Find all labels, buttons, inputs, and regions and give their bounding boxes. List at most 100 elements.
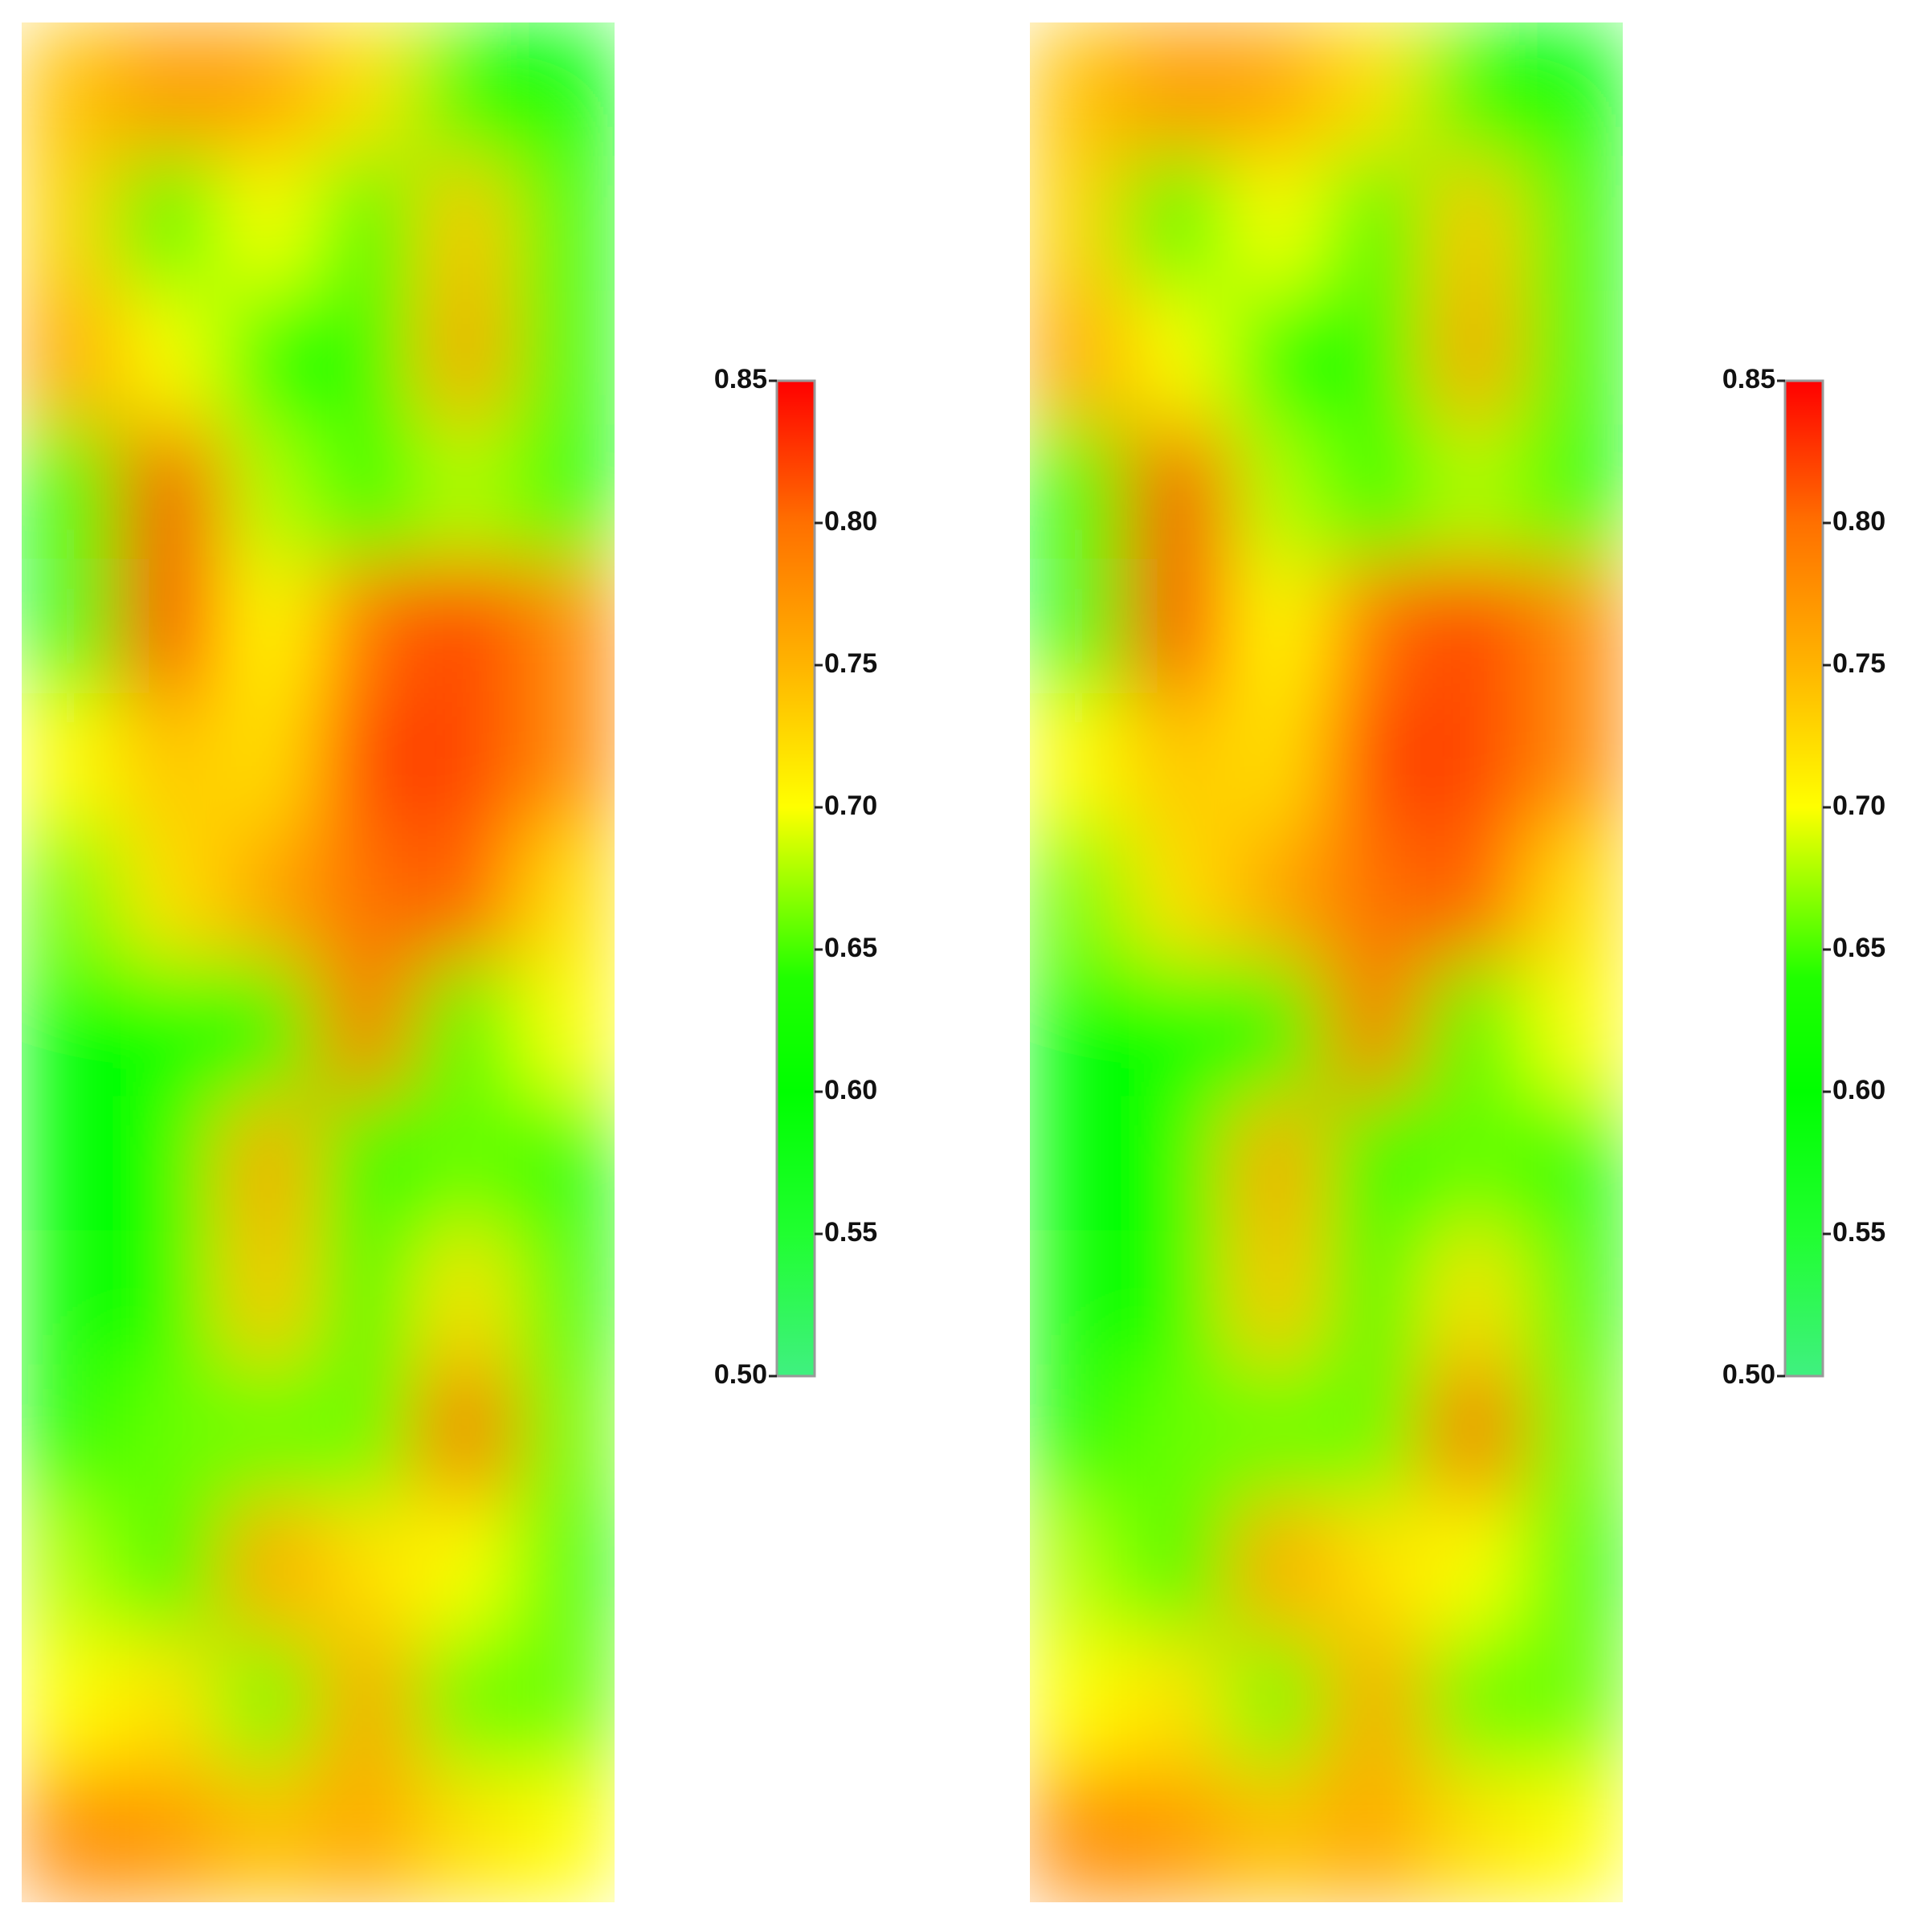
heat-cell [219, 424, 319, 561]
heat-cell [1227, 1767, 1327, 1902]
heat-cell [515, 424, 615, 561]
heat-cell [416, 1096, 517, 1232]
heat-cell [515, 962, 615, 1098]
colorbar-tick-label: 0.60 [1832, 1075, 1885, 1105]
heat-cell [1326, 1230, 1426, 1366]
heat-cell [1030, 1632, 1130, 1769]
heat-cell [22, 1364, 121, 1501]
heat-cell [22, 156, 121, 292]
heat-cell [120, 1632, 220, 1769]
colorbar-tick-label: 0.50 [714, 1359, 767, 1390]
heat-cell [1128, 1767, 1228, 1902]
heat-cell [1523, 1498, 1623, 1635]
heat-cell [219, 290, 319, 427]
heat-cell [219, 692, 319, 829]
heat-cell [317, 827, 418, 963]
colorbar [1783, 379, 1824, 1378]
heat-cell [317, 1767, 418, 1902]
heat-cell [22, 1498, 121, 1635]
heat-cell [1128, 22, 1228, 158]
heat-cell [1030, 1767, 1130, 1902]
colorbar-tick-label: 0.55 [1832, 1217, 1885, 1248]
heat-cell [1523, 156, 1623, 292]
heat-cell [1424, 558, 1525, 695]
colorbar-tick-label: 0.70 [1832, 790, 1885, 821]
heat-cell [22, 1096, 121, 1232]
heat-cell [1523, 692, 1623, 829]
heat-cell [317, 1364, 418, 1501]
colorbar-tick-label: 0.65 [1832, 933, 1885, 963]
heat-cell [1523, 962, 1623, 1098]
heat-cell [1326, 558, 1426, 695]
heat-cell [120, 1767, 220, 1902]
heat-cell [219, 1096, 319, 1232]
heat-cell [317, 424, 418, 561]
heat-cell [317, 1096, 418, 1232]
colorbar-tick-label: 0.75 [1832, 648, 1885, 679]
heat-cell [317, 1498, 418, 1635]
heat-cell [1523, 1096, 1623, 1232]
heat-cell [1523, 1364, 1623, 1501]
heat-cell [515, 1230, 615, 1366]
heat-cell [1424, 692, 1525, 829]
colorbar-tick-label: 0.65 [824, 933, 877, 963]
heat-cell [120, 156, 220, 292]
heat-cell [317, 692, 418, 829]
heat-cell [120, 22, 220, 158]
colorbar-tick-label: 0.80 [824, 506, 877, 537]
heat-cell [1523, 1230, 1623, 1366]
colorbar-tick-label: 0.80 [1832, 506, 1885, 537]
heat-cell [219, 1632, 319, 1769]
heat-cell [120, 1498, 220, 1635]
heat-cell [416, 692, 517, 829]
heat-cell [22, 558, 121, 695]
heat-cell [515, 1498, 615, 1635]
heat-cell [219, 1498, 319, 1635]
heat-cell [515, 156, 615, 292]
heat-cell [1424, 827, 1525, 963]
heat-cell [219, 156, 319, 292]
heat-cell [1326, 156, 1426, 292]
heat-cell [1227, 424, 1327, 561]
colorbar-tick-label: 0.85 [714, 364, 767, 394]
heat-cell [1030, 827, 1130, 963]
heat-cell [1424, 156, 1525, 292]
heat-cell [515, 22, 615, 158]
heat-cell [1030, 156, 1130, 292]
heat-cell [1030, 1364, 1130, 1501]
heat-cell [1326, 1498, 1426, 1635]
heat-cell [1030, 290, 1130, 427]
heat-cell [1128, 827, 1228, 963]
heat-cell [22, 1632, 121, 1769]
heat-cell [120, 1364, 220, 1501]
heat-cell [1227, 962, 1327, 1098]
heat-cell [22, 1767, 121, 1902]
heat-cell [1523, 558, 1623, 695]
heat-cell [1030, 1498, 1130, 1635]
heat-cell [416, 156, 517, 292]
heat-cell [22, 424, 121, 561]
heat-cell [317, 1632, 418, 1769]
heat-cell [1128, 692, 1228, 829]
heat-cell [1424, 962, 1525, 1098]
heat-cell [120, 692, 220, 829]
heat-cell [219, 962, 319, 1098]
heat-cell [515, 1096, 615, 1232]
heat-cell [1326, 1767, 1426, 1902]
heat-cell [219, 1364, 319, 1501]
heat-cell [1523, 290, 1623, 427]
colorbar-tick-label: 0.55 [824, 1217, 877, 1248]
heat-cell [1030, 692, 1130, 829]
heat-cell [416, 962, 517, 1098]
heat-cell [317, 1230, 418, 1366]
heat-cell [22, 1230, 121, 1366]
heat-cell [416, 1230, 517, 1366]
heat-cell [1030, 1096, 1130, 1232]
heat-cell [219, 558, 319, 695]
heat-cell [1030, 424, 1130, 561]
heat-cell [1523, 1767, 1623, 1902]
heat-cell [120, 962, 220, 1098]
heat-cell [219, 827, 319, 963]
heat-cell [1128, 1364, 1228, 1501]
heat-cell [1523, 22, 1623, 158]
